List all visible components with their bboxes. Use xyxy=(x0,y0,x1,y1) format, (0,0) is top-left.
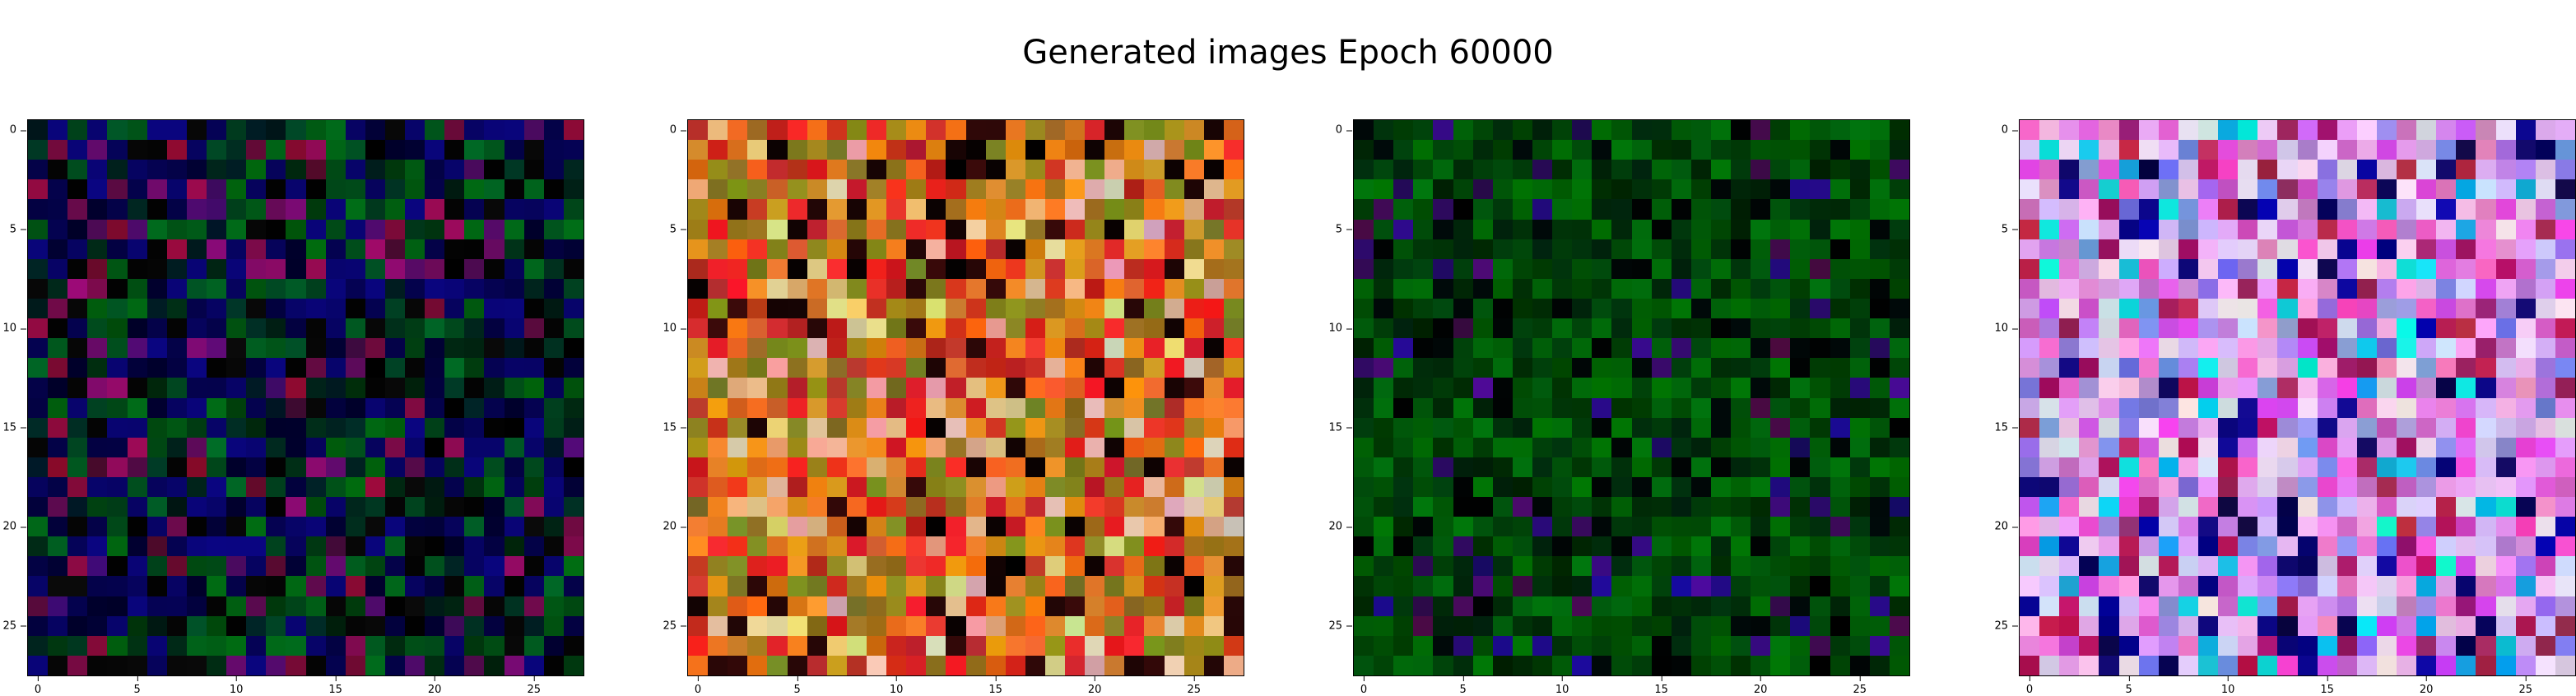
y-tick-label: 10 xyxy=(1323,323,1352,334)
y-tick-label: 10 xyxy=(1988,323,2018,334)
x-tick-label: 25 xyxy=(1853,675,1867,696)
x-tick-label: 10 xyxy=(889,675,904,696)
y-tick-label: 20 xyxy=(0,522,26,532)
x-tick-label: 5 xyxy=(1459,675,1467,696)
x-tick-label: 25 xyxy=(1187,675,1201,696)
y-tick-label: 5 xyxy=(657,224,686,234)
x-tick-label: 10 xyxy=(1555,675,1569,696)
y-tick-label: 0 xyxy=(657,125,686,136)
x-tick-label: 0 xyxy=(2025,675,2034,696)
x-tick-label: 10 xyxy=(229,675,244,696)
y-tick-label: 0 xyxy=(0,125,26,136)
x-tick-label: 25 xyxy=(527,675,541,696)
x-tick-label: 15 xyxy=(2320,675,2334,696)
y-tick-label: 0 xyxy=(1988,125,2018,136)
y-tick-label: 20 xyxy=(1988,522,2018,532)
x-tick-label: 15 xyxy=(328,675,342,696)
y-tick-label: 0 xyxy=(1323,125,1352,136)
x-tick-label: 20 xyxy=(427,675,442,696)
generated-image-3 xyxy=(1353,119,1910,676)
image-panel-2: 0 5 10 15 20 25 0 5 10 15 20 25 xyxy=(663,119,1244,695)
y-tick-label: 25 xyxy=(1988,620,2018,631)
y-tick-label: 20 xyxy=(657,522,686,532)
x-tick-label: 0 xyxy=(34,675,42,696)
generated-image-2 xyxy=(687,119,1244,676)
y-tick-label: 15 xyxy=(1988,422,2018,433)
x-tick-label: 5 xyxy=(133,675,141,696)
figure-title: Generated images Epoch 60000 xyxy=(1022,34,1554,72)
x-tick-label: 20 xyxy=(1753,675,1768,696)
x-tick-label: 10 xyxy=(2220,675,2235,696)
y-tick-label: 25 xyxy=(0,620,26,631)
y-tick-label: 10 xyxy=(0,323,26,334)
x-tick-label: 5 xyxy=(2125,675,2132,696)
y-tick-label: 5 xyxy=(1323,224,1352,234)
image-panel-4: 0 5 10 15 20 25 0 5 10 15 20 25 xyxy=(1994,119,2576,695)
y-tick-label: 5 xyxy=(0,224,26,234)
x-tick-label: 20 xyxy=(2419,675,2434,696)
y-tick-label: 25 xyxy=(1323,620,1352,631)
x-tick-label: 0 xyxy=(694,675,702,696)
x-tick-label: 15 xyxy=(988,675,1002,696)
generated-image-4 xyxy=(2019,119,2576,676)
y-tick-label: 15 xyxy=(1323,422,1352,433)
image-panel-1: 0 5 10 15 20 25 0 5 10 15 20 25 xyxy=(2,119,584,695)
x-tick-label: 25 xyxy=(2518,675,2532,696)
y-tick-label: 25 xyxy=(657,620,686,631)
x-tick-label: 15 xyxy=(1654,675,1668,696)
x-tick-label: 5 xyxy=(793,675,801,696)
y-tick-label: 10 xyxy=(657,323,686,334)
image-panel-3: 0 5 10 15 20 25 0 5 10 15 20 25 xyxy=(1328,119,1910,695)
generated-image-1 xyxy=(27,119,584,676)
x-tick-label: 20 xyxy=(1087,675,1102,696)
x-tick-label: 0 xyxy=(1360,675,1368,696)
y-tick-label: 20 xyxy=(1323,522,1352,532)
y-tick-label: 15 xyxy=(0,422,26,433)
y-tick-label: 5 xyxy=(1988,224,2018,234)
y-tick-label: 15 xyxy=(657,422,686,433)
